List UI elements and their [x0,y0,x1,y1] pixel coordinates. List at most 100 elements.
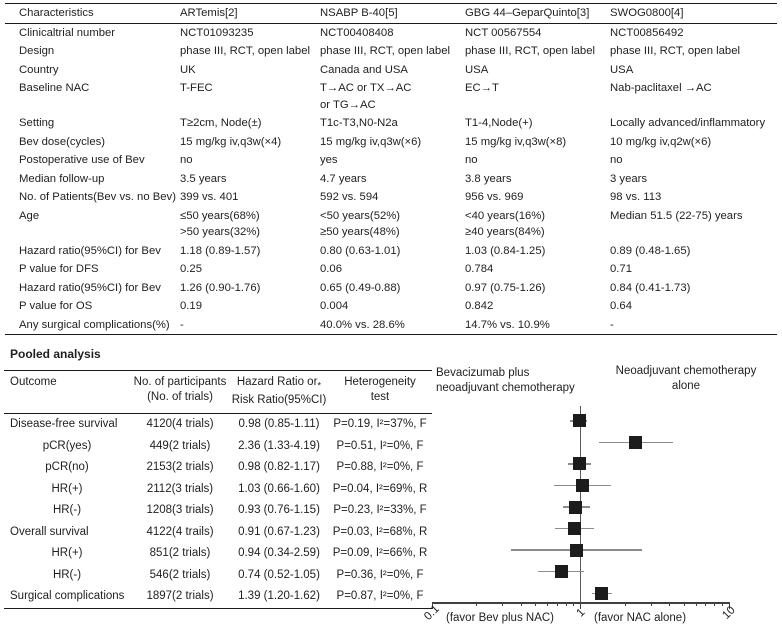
pooled-heterogeneity-cell: P=0.51, I²=0%, F [336,439,424,452]
axis-tick [535,602,537,606]
pooled-participants-cell: 851(2 trials) [149,547,211,560]
trials-cell: 15 mg/kg iv,q3w(×8) [465,135,567,148]
trials-cell: 592 vs. 594 [320,191,379,203]
point-estimate-marker [572,414,586,428]
trials-row: Hazard ratio(95%CI) for Bev 1.26 (0.90-1.… [5,279,777,298]
trials-cell: Median 51.5 (22-75) years [610,209,743,222]
trials-row: Setting T≥2cm, Node(±) T1c-T3,N0-N2a T1-4,N… [5,114,777,133]
axis-tick [721,602,723,606]
trials-cell: 4.7 years [320,172,367,185]
pooled-ratio-cell: 1.39 (1.20-1.62) [238,590,320,603]
trials-row-label: Country [19,63,59,76]
trials-cell: 0.84 (0.41-1.73) [610,281,691,294]
pooled-ratio-cell: 0.91 (0.67-1.23) [238,525,320,538]
group-label-nac-alone: Neoadjuvant chemotherapy alone [615,365,757,392]
trials-cell: 1.18 (0.89-1.57) [180,244,261,257]
pooled-heterogeneity-cell: P=0.88, I²=0%, F [336,461,424,474]
trials-cell: NCT01093235 [180,26,254,39]
trials-cell: USA [610,63,634,76]
trials-cell: 3.5 years [180,172,227,185]
trials-cell: USA [465,63,489,76]
trials-row: Median follow-up 3.5 years 4.7 years 3.8 ye… [5,170,777,189]
trials-cell: 15 mg/kg iv,q3w(×6) [320,135,422,148]
trials-cell: yes [320,154,338,166]
pooled-row: HR(+) 851(2 trials) 0.94 (0.34-2.59) P=0.09… [4,543,432,565]
trials-cell: T1-4,Node(+) [465,117,533,129]
trials-row-label: Bev dose(cycles) [19,135,106,148]
trials-cell: T1c-T3,N0-N2a [320,117,398,129]
axis-tick [431,602,433,609]
pooled-row: Disease-free survival 4120(4 trials) 0.98 … [4,414,432,436]
trials-cell: <50 years(52%) ≥50 years(48%) [320,209,401,239]
trials-cell: 0.80 (0.63-1.01) [320,244,401,257]
trials-header-trial-name: SWOG0800[4] [610,7,684,19]
trials-row-label: Age [19,209,40,222]
trials-cell: 0.25 [180,263,202,275]
pooled-heterogeneity-cell: P=0.03, I²=68%, R [332,525,428,538]
pooled-outcome-cell: HR(-) [52,504,82,517]
pooled-heterogeneity-cell: P=0.87, I²=0%, F [336,590,424,603]
pooled-row: pCR(no) 2153(2 trials) 0.98 (0.82-1.17) P=0… [4,457,432,479]
axis-tick [669,602,671,606]
trials-cell: T-FEC [180,82,213,94]
trials-cell: 0.842 [465,300,494,312]
pooled-outcome-cell: Overall survival [10,525,89,538]
axis-tick [695,602,697,606]
trials-cell: 0.19 [180,300,202,312]
trials-cell: 0.784 [465,263,494,275]
axis-tick [728,602,730,609]
pooled-row: Surgical complications 1897(2 trials) 1.39… [4,586,432,608]
trials-cell: Locally advanced/inflammatory [610,117,766,129]
pooled-col-ratio: Hazard Ratio or* Risk Ratio(95%CI) [230,371,328,414]
trials-cell: phase III, RCT, open label [320,45,450,57]
trials-cell: 3 years [610,172,648,185]
group-label-bev-plus-nac: Bevacizumab plus neoadjuvant chemotherap… [436,367,575,394]
trials-cell: T≥2cm, Node(±) [180,117,262,129]
pooled-outcome-cell: HR(+) [51,482,83,495]
trials-cell: 40.0% vs. 28.6% [320,318,405,331]
trials-cell: 1.26 (0.90-1.76) [180,281,261,294]
trials-cell: 399 vs. 401 [180,191,239,203]
trials-cell: - [180,318,184,331]
point-estimate-marker [570,543,583,557]
point-estimate-marker [595,586,609,600]
pooled-col-participants: No. of participants (No. of trials) [133,376,227,403]
pooled-heterogeneity-cell: P=0.09, I²=66%, R [332,547,428,560]
axis-tick [520,602,522,606]
pooled-ratio-cell: 0.74 (0.52-1.05) [238,568,320,581]
trials-row: Age ≤50 years(68%) >50 years(32%) <50 year… [5,207,777,242]
trials-row: Country UK Canada and USA USA USA [5,61,777,80]
point-estimate-marker [554,565,568,579]
trials-cell: phase III, RCT, open label [465,45,595,57]
forest-plot: Bevacizumab plus neoadjuvant chemotherap… [422,360,782,635]
trials-row: Bev dose(cycles) 15 mg/kg iv,q3w(×4) 15 mg… [5,133,777,152]
pooled-col-heterogeneity: Heterogeneity test [344,376,416,403]
trials-cell: 0.71 [610,263,632,275]
pooled-heterogeneity-cell: P=0.19, I²=37%, F [333,418,427,431]
trials-cell: UK [180,63,196,76]
trials-row: Baseline NAC T-FEC T→AC or TX→AC or TG→AC E… [5,79,777,114]
axis-tick [683,602,685,606]
axis-tick [502,602,504,606]
trials-characteristics-table: Characteristics ARTemis[2] NSABP B-40[5] GB… [5,3,777,335]
trials-header-trial-name: NSABP B-40[5] [320,7,398,19]
trials-cell: 10 mg/kg iv,q2w(×6) [610,135,712,148]
trials-cell: phase III, RCT, open label [180,45,310,57]
trials-row: Design phase III, RCT, open label phase II… [5,42,777,61]
trials-row-label: Postoperative use of Bev [19,154,145,166]
pooled-participants-cell: 449(2 trials) [149,439,211,452]
point-estimate-marker [572,457,586,471]
pooled-participants-cell: 2112(3 trials) [146,482,214,495]
trials-row-label: Clinicaltrial number [19,26,116,39]
pooled-ratio-cell: 0.93 (0.76-1.15) [238,504,320,517]
pooled-ratio-cell: 0.98 (0.85-1.11) [238,418,320,431]
trials-cell: 1.03 (0.84-1.25) [465,244,546,257]
trials-row-label: Median follow-up [19,172,105,185]
trials-row: Any surgical complications(%) -40.0% vs. … [5,316,777,335]
trials-cell: 14.7% vs. 10.9% [465,318,550,331]
pooled-ratio-cell: 2.36 (1.33-4.19) [238,439,320,452]
pooled-heterogeneity-cell: P=0.36, I²=0%, F [336,568,424,581]
trials-cell: NCT00856492 [610,26,684,39]
pooled-row: HR(+) 2112(3 trials) 1.03 (0.66-1.60) P=0.0… [4,479,432,501]
